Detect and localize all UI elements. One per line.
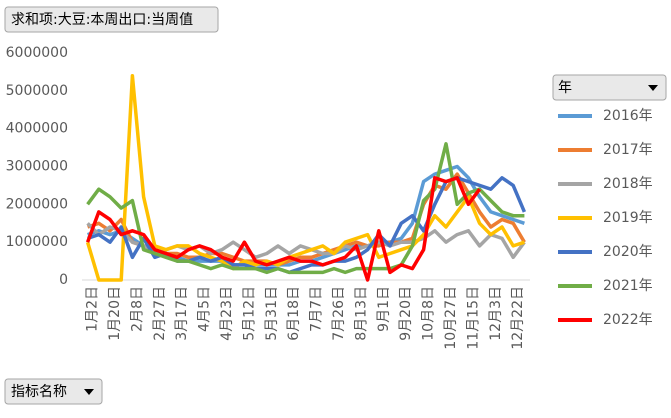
y-tick-label: 3000000: [6, 159, 68, 175]
value-field-button[interactable]: [4, 6, 219, 33]
x-tick-label: 10月27日: [443, 286, 459, 350]
dropdown-arrow: [84, 389, 94, 395]
legend-label: 2018年: [603, 176, 653, 192]
series-line: [85, 176, 482, 282]
axis-field-button[interactable]: [4, 378, 103, 405]
series-line: [85, 73, 525, 282]
value-field: 求和项:大豆:本周出口:当周值: [11, 12, 193, 28]
x-tick-label: 4月5日: [197, 286, 213, 332]
x-tick-label: 8月13日: [353, 286, 369, 341]
x-tick-label: 7月26日: [331, 286, 347, 341]
legend-field-button[interactable]: [552, 74, 667, 101]
x-tick-label: 5月31日: [264, 286, 280, 341]
legend-label: 2022年: [603, 312, 653, 328]
y-tick-label: 4000000: [6, 121, 68, 137]
axis-field: 指标名称: [11, 384, 67, 400]
y-tick-label: 2000000: [6, 196, 68, 212]
x-tick-label: 12月3日: [488, 286, 504, 341]
x-tick-label: 10月8日: [421, 286, 437, 341]
y-tick-label: 1000000: [6, 234, 68, 250]
x-tick-label: 12月22日: [510, 286, 526, 350]
x-tick-label: 6月18日: [286, 286, 302, 341]
x-tick-label: 4月23日: [219, 286, 235, 341]
series-line: [86, 142, 525, 275]
legend-title: 年: [558, 80, 572, 96]
y-tick-label: 0: [59, 272, 68, 288]
x-tick-label: 2月27日: [152, 286, 168, 341]
x-tick-label: 1月2日: [85, 286, 101, 332]
y-tick-label: 6000000: [6, 45, 68, 61]
x-tick-label: 7月7日: [309, 286, 325, 332]
legend-label: 2021年: [603, 278, 653, 294]
x-tick-label: 9月1日: [376, 286, 392, 332]
y-tick-label: 5000000: [6, 83, 68, 99]
legend-label: 2017年: [603, 142, 653, 158]
dropdown-arrow: [648, 85, 658, 91]
x-tick-label: 1月20日: [107, 286, 123, 341]
legend-label: 2019年: [603, 210, 653, 226]
x-tick-label: 5月12日: [241, 286, 257, 341]
legend-label: 2020年: [603, 244, 653, 260]
x-tick-label: 2月8日: [129, 286, 145, 332]
x-tick-label: 9月20日: [398, 286, 414, 341]
x-tick-label: 11月15日: [465, 286, 481, 350]
legend-label: 2016年: [603, 108, 653, 124]
x-tick-label: 3月17日: [174, 286, 190, 341]
